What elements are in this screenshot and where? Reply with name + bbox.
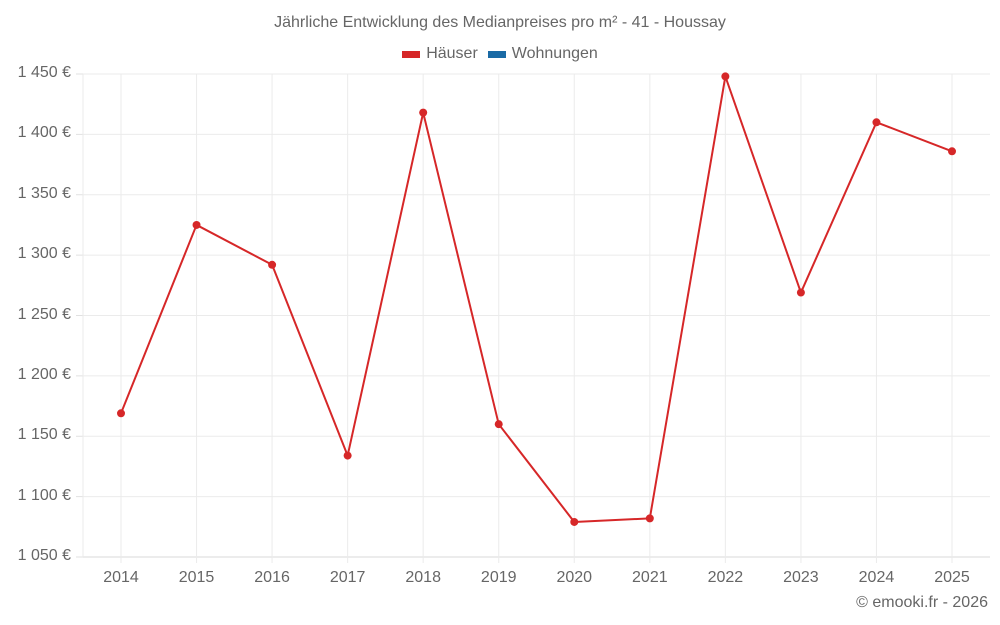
data-point[interactable] <box>117 409 125 418</box>
data-point[interactable] <box>948 147 956 156</box>
legend-swatch-wohnungen <box>487 50 506 58</box>
data-point[interactable] <box>796 288 805 297</box>
y-tick-label: 1 450 € <box>17 64 71 81</box>
legend-swatch-haeuser <box>402 50 421 58</box>
y-tick-label: 1 150 € <box>17 426 71 444</box>
x-tick-label: 2020 <box>556 569 593 586</box>
x-tick-label: 2023 <box>783 569 819 586</box>
x-tick-label: 2014 <box>103 569 139 586</box>
y-tick-label: 1 050 € <box>17 547 71 564</box>
data-point[interactable] <box>343 451 352 460</box>
x-tick-label: 2025 <box>934 569 970 586</box>
x-tick-label: 2022 <box>707 569 744 586</box>
data-point[interactable] <box>419 108 428 117</box>
x-tick-label: 2019 <box>480 569 517 586</box>
x-tick-label: 2024 <box>858 569 895 586</box>
x-tick-label: 2017 <box>329 569 366 586</box>
legend-label-wohnungen: Wohnungen <box>511 45 598 62</box>
data-point[interactable] <box>721 72 730 81</box>
data-point[interactable] <box>268 260 277 269</box>
legend-label-haeuser: Häuser <box>426 45 478 62</box>
data-point[interactable] <box>494 420 503 429</box>
data-point[interactable] <box>645 514 654 523</box>
data-point[interactable] <box>872 118 881 127</box>
y-tick-label: 1 200 € <box>17 365 71 383</box>
x-tick-label: 2015 <box>178 569 215 586</box>
data-point[interactable] <box>192 220 201 229</box>
y-tick-label: 1 300 € <box>17 245 71 263</box>
y-tick-label: 1 350 € <box>17 184 71 202</box>
chart-title: Jährliche Entwicklung des Medianpreises … <box>274 14 726 31</box>
legend-item-haeuser[interactable]: Häuser <box>402 45 478 63</box>
y-tick-label: 1 400 € <box>17 124 71 142</box>
y-tick-label: 1 100 € <box>17 486 71 504</box>
legend-item-wohnungen[interactable]: Wohnungen <box>487 45 598 63</box>
y-tick-label: 1 250 € <box>17 305 71 323</box>
legend: Häuser Wohnungen <box>0 45 1000 63</box>
x-tick-label: 2016 <box>254 569 290 586</box>
data-point[interactable] <box>570 517 579 526</box>
series-line <box>120 75 953 523</box>
x-tick-label: 2021 <box>632 569 668 586</box>
x-tick-label: 2018 <box>405 569 441 586</box>
credit-text: © emooki.fr - 2026 <box>856 594 988 611</box>
